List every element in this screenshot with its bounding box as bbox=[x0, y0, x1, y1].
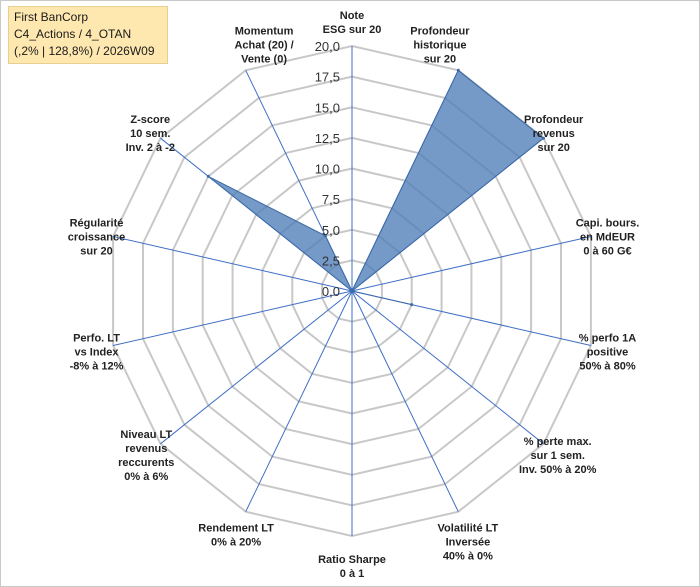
data-point-4 bbox=[410, 303, 414, 307]
data-point-11 bbox=[350, 289, 354, 293]
axis-label-11: Régularité croissance sur 20 bbox=[68, 218, 125, 258]
axis-label-13-line-0: Momentum bbox=[235, 26, 294, 38]
axis-label-12: Z-score 10 sem. Inv. 2 à -2 bbox=[126, 114, 175, 154]
axis-label-3: Capi. bours. en MdEUR 0 à 60 G€ bbox=[576, 218, 640, 258]
axis-label-1-line-2: sur 20 bbox=[424, 54, 456, 66]
axis-label-4-line-0: % perfo 1A bbox=[579, 332, 637, 344]
company-name: First BanCorp bbox=[14, 10, 89, 24]
tick-label-8: 20,0 bbox=[315, 39, 340, 54]
radar-axis-labels: Note ESG sur 20 Profondeur historique sur 20… bbox=[68, 10, 640, 580]
axis-label-9-line-0: Niveau LT bbox=[120, 429, 172, 441]
axis-label-2: Profondeur revenus sur 20 bbox=[524, 114, 584, 154]
axis-label-4-line-1: positive bbox=[587, 346, 629, 358]
tick-label-0: 0,0 bbox=[322, 284, 340, 299]
tick-label-1: 2,5 bbox=[322, 253, 340, 268]
axis-label-6: Volatilité LT Inversée 40% à 0% bbox=[438, 522, 499, 562]
spoke-9 bbox=[160, 290, 353, 445]
axis-label-7-line-1: 0 à 1 bbox=[340, 568, 364, 580]
axis-label-2-line-1: revenus bbox=[533, 128, 575, 140]
axis-label-9-line-3: 0% à 6% bbox=[124, 471, 168, 483]
axis-label-2-line-0: Profondeur bbox=[524, 114, 584, 126]
axis-label-8-line-0: Rendement LT bbox=[198, 522, 274, 534]
axis-label-13-line-1: Achat (20) / bbox=[234, 40, 293, 52]
axis-label-0-line-0: Note bbox=[340, 10, 364, 22]
axis-label-13-line-2: Vente (0) bbox=[241, 54, 287, 66]
axis-label-3-line-2: 0 à 60 G€ bbox=[583, 246, 631, 258]
axis-label-4: % perfo 1A positive 50% à 80% bbox=[579, 332, 637, 372]
spoke-3 bbox=[351, 236, 592, 292]
tick-label-6: 15,0 bbox=[315, 100, 340, 115]
axis-label-0: Note ESG sur 20 bbox=[323, 10, 382, 36]
axis-label-7-line-0: Ratio Sharpe bbox=[318, 554, 386, 566]
axis-label-6-line-0: Volatilité LT bbox=[438, 522, 499, 534]
axis-label-5: % perte max. sur 1 sem. Inv. 50% à 20% bbox=[519, 436, 597, 476]
axis-label-9-line-2: reccurents bbox=[118, 457, 174, 469]
axis-label-10-line-1: vs Index bbox=[74, 346, 119, 358]
tick-label-7: 17,5 bbox=[315, 70, 340, 85]
radar-tick-labels: 0,0 2,5 5,0 7,5 10,0 12,5 15,0 17,5 20,0 bbox=[315, 39, 340, 299]
data-point-13 bbox=[323, 234, 327, 238]
axis-label-9-line-1: revenus bbox=[125, 443, 167, 455]
axis-label-3-line-1: en MdEUR bbox=[580, 232, 635, 244]
axis-label-13: Momentum Achat (20) / Vente (0) bbox=[234, 26, 293, 66]
radar-series bbox=[206, 68, 545, 307]
info-box: First BanCorp C4_Actions / 4_OTAN (,2% |… bbox=[8, 6, 168, 64]
tick-label-2: 5,0 bbox=[322, 223, 340, 238]
axis-label-10-line-2: -8% à 12% bbox=[70, 360, 124, 372]
spoke-6 bbox=[351, 290, 459, 512]
axis-label-1-line-0: Profondeur bbox=[410, 26, 470, 38]
axis-label-5-line-0: % perte max. bbox=[524, 436, 592, 448]
axis-label-5-line-2: Inv. 50% à 20% bbox=[519, 464, 597, 476]
portfolio-name: C4_Actions / 4_OTAN bbox=[14, 27, 132, 41]
axis-label-6-line-2: 40% à 0% bbox=[443, 550, 493, 562]
spoke-5 bbox=[351, 290, 544, 445]
axis-label-3-line-0: Capi. bours. bbox=[576, 218, 640, 230]
axis-label-10: Perfo. LT vs Index -8% à 12% bbox=[70, 332, 124, 372]
axis-label-12-line-0: Z-score bbox=[130, 114, 170, 126]
axis-label-11-line-0: Régularité bbox=[70, 218, 124, 230]
axis-label-1-line-1: historique bbox=[413, 40, 466, 52]
tick-label-5: 12,5 bbox=[315, 131, 340, 146]
data-point-12 bbox=[206, 174, 210, 178]
axis-label-7: Ratio Sharpe 0 à 1 bbox=[318, 554, 386, 580]
data-point-1 bbox=[456, 68, 460, 72]
axis-label-5-line-1: sur 1 sem. bbox=[530, 450, 584, 462]
axis-label-8-line-1: 0% à 20% bbox=[211, 536, 261, 548]
tick-label-3: 7,5 bbox=[322, 192, 340, 207]
axis-label-11-line-2: sur 20 bbox=[80, 246, 112, 258]
axis-label-1: Profondeur historique sur 20 bbox=[410, 26, 470, 66]
axis-label-11-line-1: croissance bbox=[68, 232, 125, 244]
axis-label-10-line-0: Perfo. LT bbox=[73, 332, 120, 344]
axis-label-4-line-2: 50% à 80% bbox=[579, 360, 635, 372]
axis-label-0-line-1: ESG sur 20 bbox=[323, 24, 382, 36]
data-point-2 bbox=[542, 136, 545, 140]
spoke-11 bbox=[112, 236, 353, 292]
axis-label-8: Rendement LT 0% à 20% bbox=[198, 522, 274, 548]
axis-label-6-line-1: Inversée bbox=[446, 536, 491, 548]
period-label: (,2% | 128,8%) / 2026W09 bbox=[14, 44, 155, 58]
axis-label-12-line-2: Inv. 2 à -2 bbox=[126, 142, 175, 154]
tick-label-4: 10,0 bbox=[315, 162, 340, 177]
axis-label-2-line-2: sur 20 bbox=[537, 142, 569, 154]
axis-label-9: Niveau LT revenus reccurents 0% à 6% bbox=[118, 429, 174, 483]
axis-label-12-line-1: 10 sem. bbox=[130, 128, 170, 140]
spoke-8 bbox=[245, 290, 353, 512]
spoke-10 bbox=[112, 290, 353, 346]
